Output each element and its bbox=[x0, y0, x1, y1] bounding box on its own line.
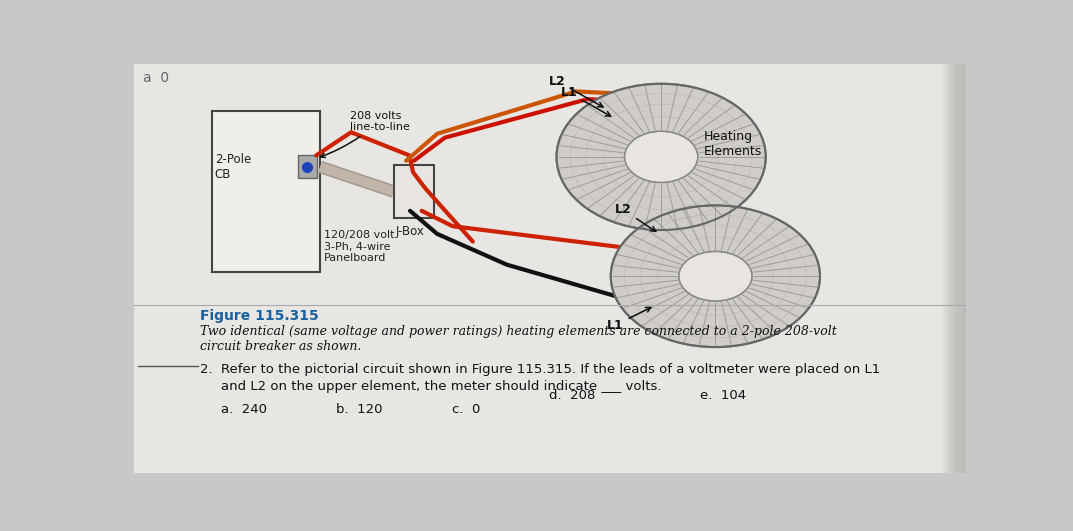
Text: Refer to the pictorial circuit shown in Figure 115.315. If the leads of a voltme: Refer to the pictorial circuit shown in … bbox=[221, 363, 880, 376]
Text: J-Box: J-Box bbox=[395, 225, 424, 238]
Text: Two identical (same voltage and power ratings) heating elements are connected to: Two identical (same voltage and power ra… bbox=[200, 325, 837, 338]
Text: a  0: a 0 bbox=[144, 71, 170, 84]
Text: Figure 115.315: Figure 115.315 bbox=[200, 310, 319, 323]
Text: 120/208 volt
3-Ph, 4-wire
Panelboard: 120/208 volt 3-Ph, 4-wire Panelboard bbox=[324, 230, 395, 263]
Bar bbox=[953, 64, 966, 473]
Text: d.  208: d. 208 bbox=[548, 389, 596, 402]
Bar bbox=[962, 64, 966, 473]
Text: L2: L2 bbox=[615, 203, 656, 232]
Bar bbox=[961, 64, 966, 473]
Bar bbox=[959, 64, 966, 473]
Text: 208 volts
line-to-line: 208 volts line-to-line bbox=[321, 110, 410, 158]
Text: L2: L2 bbox=[548, 74, 603, 107]
Bar bbox=[951, 64, 966, 473]
Ellipse shape bbox=[557, 84, 766, 230]
Bar bbox=[947, 64, 966, 473]
Text: a.  240: a. 240 bbox=[221, 403, 267, 416]
Ellipse shape bbox=[611, 205, 820, 347]
Text: 2-Pole
CB: 2-Pole CB bbox=[215, 153, 251, 181]
Text: Heating
Elements: Heating Elements bbox=[704, 130, 762, 158]
Bar bbox=[944, 64, 966, 473]
Text: c.  0: c. 0 bbox=[452, 403, 481, 416]
Text: and L2 on the upper element, the meter should indicate ___ volts.: and L2 on the upper element, the meter s… bbox=[221, 380, 661, 393]
Bar bbox=[211, 110, 320, 272]
Bar bbox=[956, 64, 966, 473]
Text: b.  120: b. 120 bbox=[336, 403, 382, 416]
Ellipse shape bbox=[679, 252, 752, 301]
Bar bbox=[949, 64, 966, 473]
Bar bbox=[945, 64, 966, 473]
Bar bbox=[394, 165, 435, 218]
Text: L1: L1 bbox=[607, 307, 651, 331]
Text: e.  104: e. 104 bbox=[700, 389, 746, 402]
Bar bbox=[952, 64, 966, 473]
Bar bbox=[942, 64, 966, 473]
Bar bbox=[965, 64, 966, 473]
Text: L1: L1 bbox=[560, 86, 611, 116]
Text: circuit breaker as shown.: circuit breaker as shown. bbox=[200, 340, 362, 353]
Bar bbox=[955, 64, 966, 473]
Ellipse shape bbox=[624, 131, 697, 183]
Text: 2.: 2. bbox=[200, 363, 212, 376]
Bar bbox=[298, 156, 317, 178]
Bar bbox=[958, 64, 966, 473]
